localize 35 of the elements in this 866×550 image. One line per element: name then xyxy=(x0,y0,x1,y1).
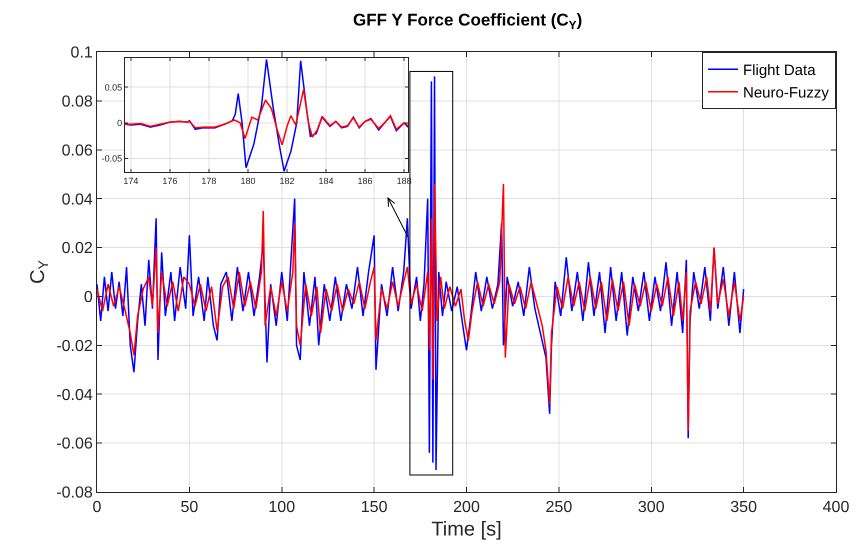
line-series xyxy=(97,76,744,471)
y-tick-label: 0.02 xyxy=(62,240,93,258)
y-tick-label: 0.08 xyxy=(62,93,93,110)
y-tick-label: 0.04 xyxy=(62,191,93,208)
y-tick-label: 0.1 xyxy=(70,44,93,62)
x-tick-label: 150 xyxy=(360,499,388,516)
x-tick-label: 100 xyxy=(268,499,296,516)
x-tick-label: 174 xyxy=(123,176,138,186)
x-tick-label: 184 xyxy=(318,176,334,186)
x-tick-label: 182 xyxy=(279,176,295,186)
x-tick-label: 350 xyxy=(730,499,758,516)
x-tick-label: 400 xyxy=(822,499,850,516)
y-tick-label: -0.08 xyxy=(56,484,93,502)
line-series xyxy=(125,88,408,146)
y-tick-label: -0.05 xyxy=(102,154,122,164)
y-tick-label: 0 xyxy=(84,289,93,306)
x-tick-label: 186 xyxy=(358,176,373,186)
y-tick-label: 0.05 xyxy=(104,82,122,92)
y-tick-label: -0.02 xyxy=(56,338,93,355)
x-tick-label: 200 xyxy=(453,499,480,516)
y-tick-label: 0 xyxy=(117,118,122,128)
legend-label: Flight Data xyxy=(743,62,816,80)
chart-title: GFF Y Force Coefficient (C$_{Y}$) xyxy=(352,10,582,32)
x-tick-label: 250 xyxy=(546,499,572,516)
x-axis-title: Time [s] xyxy=(431,518,502,541)
y-tick-label: 0.06 xyxy=(62,142,93,160)
legend-label: Neuro-Fuzzy xyxy=(743,84,830,102)
x-tick-label: 300 xyxy=(638,499,665,516)
x-tick-label: 176 xyxy=(162,176,178,186)
x-tick-label: 50 xyxy=(180,499,198,516)
x-tick-label: 180 xyxy=(240,176,256,186)
x-tick-label: 178 xyxy=(201,176,216,186)
y-tick-label: -0.04 xyxy=(56,386,93,404)
line-series xyxy=(97,183,744,432)
y-tick-label: -0.06 xyxy=(56,436,93,453)
